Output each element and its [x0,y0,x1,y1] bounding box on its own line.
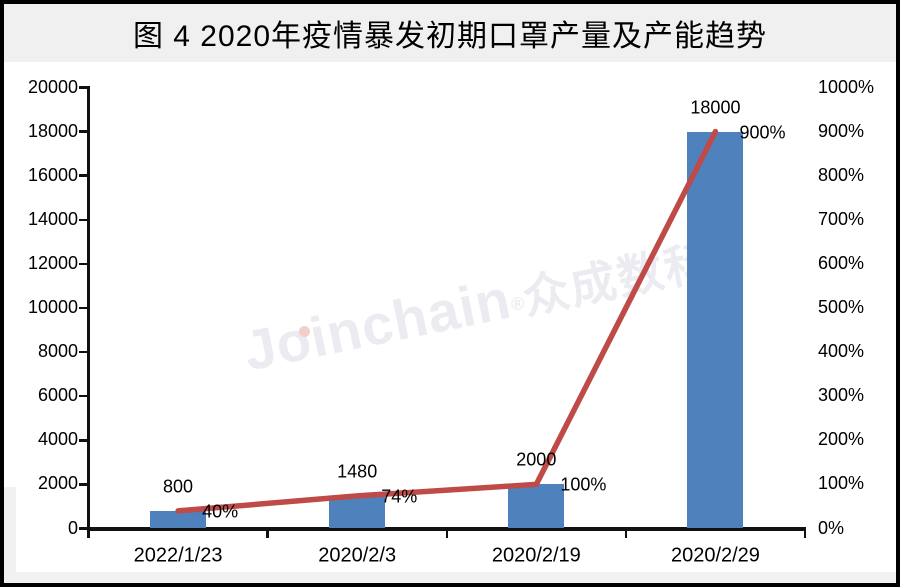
left-axis-tick [79,394,87,398]
left-axis-tick [79,306,87,310]
bar-data-label: 800 [163,476,194,497]
right-axis-label: 100% [818,473,865,494]
bar-data-label: 2000 [516,449,557,470]
bar [508,484,565,529]
bottom-axis-tick [803,530,807,538]
bar [329,495,386,529]
bottom-axis-tick [266,530,269,538]
left-axis-tick [79,86,87,89]
left-axis-tick [79,262,87,266]
left-axis-label: 4000 [37,429,78,450]
right-axis-label: 300% [818,385,865,406]
left-axis-label: 16000 [27,164,78,185]
bar [150,510,207,529]
chart-title: 图 4 2020年疫情暴发初期口罩产量及产能趋势 [132,20,768,53]
left-axis-line [86,86,90,538]
left-axis-tick [79,483,87,486]
left-axis-tick [79,527,87,530]
left-axis-tick [79,350,87,354]
right-axis-label: 900% [818,120,865,141]
page-edge-left [4,487,16,583]
left-axis-label: 8000 [37,341,78,362]
line-data-label: 40% [202,501,239,522]
right-axis-label: 800% [818,164,865,185]
left-axis-tick [79,130,87,133]
right-axis-label: 0% [818,517,845,538]
x-axis-label: 2020/2/3 [318,544,397,567]
bottom-axis-tick [87,530,90,538]
right-axis-label: 400% [818,341,865,362]
left-axis-label: 20000 [27,76,78,97]
left-axis-label: 6000 [37,385,78,406]
line-data-label: 900% [739,122,786,143]
watermark-brand: Joinchain [238,266,517,383]
left-axis-label: 0 [67,517,78,538]
watermark: Joinchain®众成数科 [238,228,717,383]
left-axis-tick [79,218,87,222]
x-axis-label: 2020/2/29 [670,544,760,567]
line-data-label: 74% [381,486,418,507]
x-axis-label: 2022/1/23 [133,544,223,567]
left-axis-label: 14000 [27,208,78,229]
left-axis-tick [79,174,87,177]
bottom-axis-tick [624,530,628,538]
line-data-label: 100% [560,474,607,495]
left-axis-label: 12000 [27,252,78,273]
left-axis-label: 10000 [27,297,78,317]
bar-data-label: 1480 [337,461,378,482]
bottom-axis-tick [445,530,448,538]
right-axis-label: 1000% [818,76,875,97]
right-axis-label: 600% [818,252,865,273]
x-axis-label: 2020/2/19 [491,544,581,567]
bar [687,131,744,529]
left-axis-tick [79,439,87,442]
chart-title-bar: 图 4 2020年疫情暴发初期口罩产量及产能趋势 [4,4,896,62]
page-edge-bottom [4,572,896,583]
bar-data-label: 18000 [690,97,741,118]
right-axis-label: 700% [818,208,865,229]
watermark-i-dot [299,326,310,337]
left-axis-label: 18000 [27,120,78,141]
right-axis-label: 200% [818,429,865,450]
bottom-axis-line [86,527,806,531]
right-axis-label: 500% [818,297,865,317]
left-axis-label: 2000 [37,473,78,494]
